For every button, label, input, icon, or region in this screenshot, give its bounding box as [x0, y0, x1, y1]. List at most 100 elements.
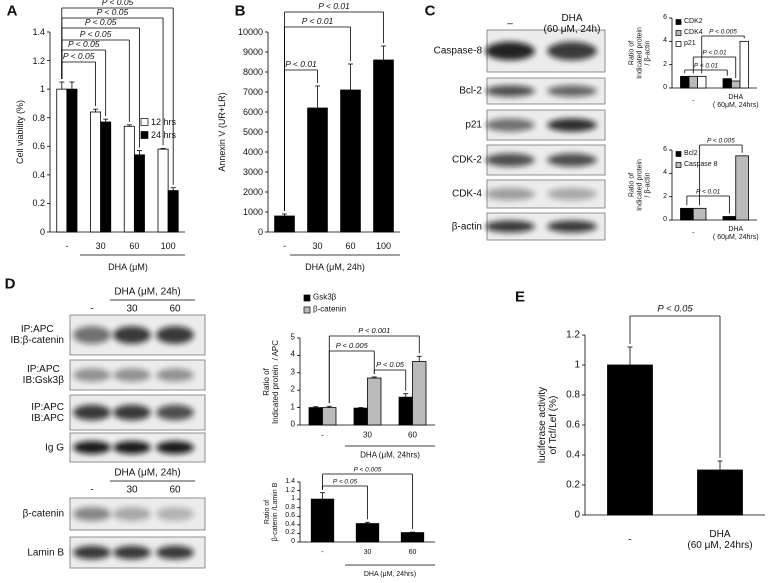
blot-row-label: β-catenin [22, 508, 64, 520]
error-bar [717, 460, 723, 470]
error-bar [348, 63, 353, 90]
y-tick-label: 1 [574, 359, 580, 371]
blot-row-label: CDK-2 [451, 154, 482, 166]
bar [167, 190, 179, 233]
p-value: P < 0.05 [67, 38, 100, 49]
blot-band [73, 545, 111, 560]
x-tick-label: 30 [95, 240, 106, 251]
blot-band [547, 41, 597, 61]
bar [307, 107, 328, 233]
x-tick-label: 60 [408, 430, 417, 440]
blot-title: DHA (μM, 24h) [114, 467, 181, 479]
panel-letter: B [234, 2, 246, 20]
x-axis-label: DHA (μM, 24hrs) [363, 571, 417, 579]
y-tick-label: 0.2 [566, 479, 580, 491]
y-tick-label: 1 [291, 495, 295, 503]
x-axis-label: DHA (μM, 24hrs) [360, 450, 420, 460]
bar [123, 125, 135, 233]
bar [310, 498, 335, 543]
y-axis-label: Ratio of Indicated protein / β-actin [628, 159, 651, 211]
x-tick-label: - [628, 534, 632, 546]
x-tick-label: 30 [312, 240, 323, 251]
bar [400, 532, 425, 543]
blot-band [156, 404, 194, 421]
bar [697, 469, 743, 516]
y-axis-label: luciferase activity of Tcf/Lef (%) [536, 386, 559, 464]
blot-band [73, 368, 111, 382]
legend-swatch [140, 131, 149, 139]
y-tick-label: 0 [574, 509, 580, 521]
x-tick-label: - [692, 230, 695, 238]
blot-band [485, 118, 535, 132]
legend-swatch [303, 306, 311, 314]
bar [680, 207, 694, 221]
p-value: P < 0.001 [358, 325, 391, 335]
legend-label: Bcl2 [684, 150, 698, 158]
blot-band [485, 153, 535, 167]
error-bar [59, 81, 65, 90]
legend-label: β-catenin [313, 304, 347, 314]
legend-label: 12 hrs [151, 116, 177, 127]
blot-row-label: IP:APC IB:Gsk3β [22, 363, 64, 386]
blot-band [547, 220, 597, 233]
p-value: P < 0.05 [84, 16, 117, 27]
x-axis-label: DHA (μM) [108, 261, 148, 272]
error-bar [282, 213, 287, 216]
blot-band [485, 85, 535, 97]
error-bar [136, 150, 142, 155]
blot-band [113, 441, 151, 454]
blot-band [485, 187, 535, 201]
x-tick-label: - [321, 549, 324, 557]
p-value: P < 0.05 [62, 50, 95, 61]
blot-band [73, 404, 111, 421]
y-tick-label: 0 [39, 226, 45, 237]
bar [697, 75, 707, 89]
error-bar [320, 492, 325, 500]
p-value: P < 0.01 [285, 58, 317, 69]
blot-row-label: Ig G [45, 441, 64, 453]
error-bar [126, 124, 132, 127]
x-tick-label: DHA ( 60μM, 24hrs) [712, 94, 759, 109]
y-tick-label: 0 [291, 538, 295, 546]
y-tick-label: 0 [257, 226, 263, 237]
y-tick-label: 5 [290, 332, 295, 342]
blot-band [485, 220, 535, 233]
blot-band [73, 506, 111, 522]
p-value: P < 0.05 [332, 477, 358, 485]
bar [100, 121, 112, 233]
legend-label: CDK2 [684, 18, 703, 26]
bar [340, 89, 361, 233]
y-tick-label: 0.2 [32, 198, 45, 209]
blot-row-label: CDK-4 [451, 188, 482, 200]
bar [739, 40, 749, 89]
blot-row-label: Caspase-8 [433, 45, 482, 57]
bar [398, 396, 413, 426]
bar [680, 75, 690, 89]
y-tick-label: 4 [290, 349, 295, 359]
y-tick-label: 4 [663, 37, 667, 45]
y-tick-label: 0 [663, 216, 667, 224]
y-tick-label: 2 [290, 384, 295, 394]
y-tick-label: 0.4 [32, 169, 45, 180]
lane-label: – [507, 18, 513, 30]
y-tick-label: 0.8 [566, 389, 580, 401]
error-bar [371, 376, 377, 379]
y-tick-label: 1 [39, 84, 45, 95]
error-bar [69, 81, 75, 90]
legend-swatch [675, 162, 682, 168]
y-tick-label: 0.8 [285, 503, 295, 511]
blot-band [113, 326, 151, 344]
x-tick-label: 60 [408, 549, 417, 557]
legend-swatch [140, 118, 149, 126]
y-tick-label: 0.6 [566, 419, 580, 431]
p-value: P < 0.01 [693, 61, 719, 69]
error-bar [170, 187, 176, 191]
bar [56, 88, 68, 233]
y-tick-label: 1.2 [32, 55, 45, 66]
x-axis-label: DHA (μM, 24h) [305, 261, 365, 272]
bar [367, 377, 382, 426]
y-tick-label: 0.2 [285, 529, 295, 537]
bar [373, 59, 394, 233]
